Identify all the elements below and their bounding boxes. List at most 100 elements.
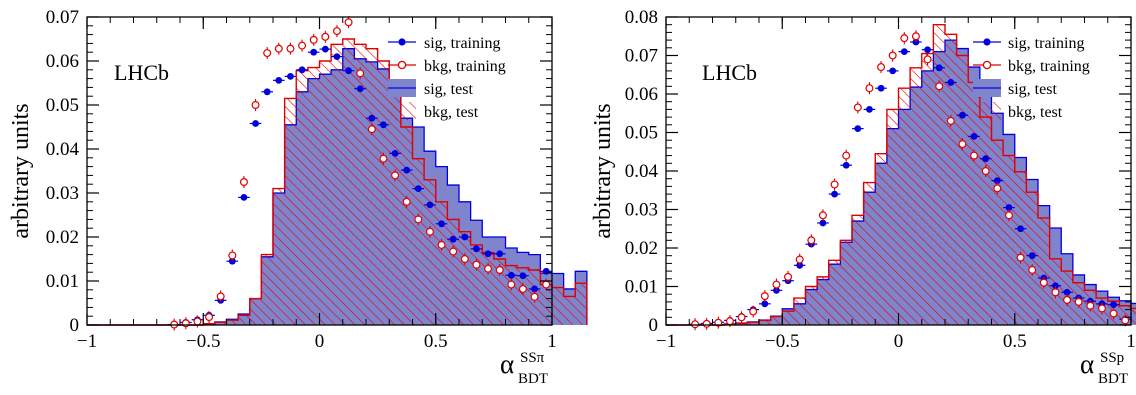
sig-training-point [356, 85, 364, 93]
bkg-training-point [518, 284, 527, 293]
bkg-training-point [484, 264, 493, 273]
x-axis-label-sub: BDT [1098, 371, 1128, 387]
legend-marker-bkg-training [397, 60, 407, 70]
bkg-training-point [935, 82, 944, 91]
sig-training-point [345, 67, 352, 75]
sig-training-point [993, 177, 1001, 185]
x-axis-label: α SSp BDT [1080, 349, 1128, 387]
sig-training-point [889, 67, 897, 75]
sig-training-point [438, 220, 445, 228]
legend-item-bkg-test: bkg, test [424, 104, 479, 121]
y-tick-label: 0.05 [46, 95, 79, 116]
sig-training-point [321, 45, 329, 53]
bkg-training-point [425, 227, 434, 236]
x-axis-label-sup: SSp [1100, 350, 1124, 366]
sig-training-point [461, 233, 469, 241]
bkg-training-point [309, 35, 318, 44]
bkg-test-histogram-outline [87, 38, 588, 326]
sig-training-point [531, 285, 538, 293]
bkg-training-point [251, 100, 260, 109]
bkg-training-point [900, 34, 909, 43]
bkg-training-point [1097, 304, 1106, 313]
y-tick-label: 0.06 [46, 51, 79, 72]
y-tick-label: 0.03 [625, 200, 658, 221]
sig-training-point [924, 46, 931, 54]
sig-training-point [842, 161, 850, 169]
bkg-training-point [877, 63, 886, 72]
bkg-training-point [379, 154, 388, 163]
bkg-training-point [946, 116, 955, 125]
bkg-training-point [472, 260, 481, 269]
sig-training-point [761, 300, 769, 308]
bkg-training-point [507, 280, 516, 289]
sig-training-point [866, 106, 873, 113]
y-tick-label: 0.04 [46, 139, 80, 160]
bkg-training-point [958, 140, 967, 149]
sig-training-point [959, 111, 966, 119]
sig-training-point [449, 235, 457, 243]
bkg-training-point [530, 292, 539, 301]
bkg-test-histogram-hatch [666, 24, 1136, 325]
sig-training-point [1110, 301, 1117, 308]
bkg-training-point [702, 319, 711, 328]
legend-swatch-bkg-test [973, 102, 1001, 120]
bkg-training-point [760, 292, 769, 301]
y-tick-label: 0.07 [46, 7, 79, 28]
plot-frame [86, 16, 553, 326]
bkg-training-point [1051, 288, 1060, 297]
sig-training-point [252, 120, 259, 127]
x-tick-label: 0 [894, 331, 904, 352]
sig-training-point [484, 250, 492, 258]
sig-training-point [970, 132, 978, 140]
y-axis-label: arbitrary units [8, 103, 34, 238]
bkg-training-point [391, 171, 400, 180]
bkg-training-point [772, 280, 781, 289]
sig-training-point [935, 64, 943, 72]
sig-training-point [240, 194, 248, 201]
x-axis-label-main: α [1080, 349, 1094, 379]
y-axis-label: arbitrary units [590, 103, 616, 238]
x-axis-label: α SSπ BDT [500, 349, 548, 387]
bkg-training-point [865, 84, 874, 93]
sig-training-point [1005, 204, 1013, 211]
left-panel: −1 −0.5 0 0.5 1 0 0.01 0.02 0.03 0.04 0.05 0.06 0.07… [8, 7, 588, 387]
x-tick-label: −1 [656, 331, 676, 352]
bkg-test-histogram-outline [666, 24, 1136, 326]
sig-training-point [426, 201, 434, 209]
sig-training-point [275, 76, 283, 84]
experiment-label: LHCb [114, 60, 169, 85]
bkg-training-point [795, 255, 804, 264]
bkg-training-point [205, 313, 214, 322]
y-tick-label: 0.05 [625, 123, 658, 144]
bkg-training-point [216, 292, 225, 301]
x-axis-label-main: α [500, 349, 514, 379]
bkg-training-point [842, 151, 851, 160]
sig-training-point [496, 250, 504, 258]
y-tick-label: 0.02 [625, 238, 658, 259]
bkg-training-point [228, 251, 237, 260]
bkg-training-point [737, 313, 746, 322]
x-axis-label-sup: SSπ [520, 350, 545, 366]
bkg-training-point [449, 247, 458, 256]
x-tick-label: 1 [547, 331, 557, 352]
legend: sig, training bkg, training sig, test bk… [973, 35, 1090, 121]
bkg-training-point [402, 197, 411, 206]
sig-training-point [831, 190, 838, 198]
legend: sig, training bkg, training sig, test bk… [388, 35, 506, 121]
x-tick-label: 0.5 [424, 331, 448, 352]
bkg-training-point [1074, 297, 1083, 306]
bkg-training-point [356, 69, 365, 78]
y-tick-label: 0 [70, 315, 80, 336]
legend-swatch-bkg-test [388, 102, 416, 120]
sig-training-point [391, 150, 399, 157]
x-tick-label: −0.5 [765, 331, 799, 352]
sig-training-point [414, 185, 422, 193]
sig-training-point [263, 88, 271, 96]
sig-training-point [403, 166, 411, 174]
x-tick-label: 1 [1126, 331, 1136, 352]
bkg-training-point [495, 266, 504, 275]
bkg-training-point [193, 317, 202, 326]
sig-training-point [287, 73, 294, 80]
bkg-training-point [1063, 295, 1072, 304]
